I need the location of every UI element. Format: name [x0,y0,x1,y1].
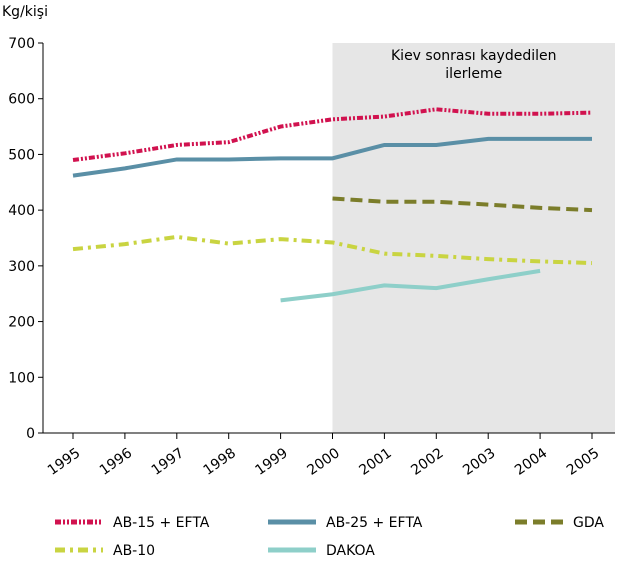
x-tick-label: 1997 [149,445,187,479]
series-line [280,268,541,303]
y-tick-label: 700 [8,36,35,52]
y-tick-label: 600 [8,92,35,108]
x-tick-label: 1995 [45,445,83,479]
y-tick-label: 500 [8,147,35,163]
x-tick-label: 2003 [460,445,498,479]
legend-label: AB-10 [113,543,155,559]
legend-label: AB-25 + EFTA [326,515,423,531]
y-tick-label: 200 [8,315,35,331]
x-tick-label: 1996 [97,445,135,479]
y-tick-label: 300 [8,259,35,275]
x-tick-label: 2002 [408,445,446,479]
legend-label: GDA [573,515,604,531]
series-line [72,136,592,178]
y-tick-label: 100 [8,370,35,386]
series-line [72,234,593,266]
x-tick-label: 2004 [512,445,550,479]
annotation: ilerleme [445,66,502,82]
legend-label: AB-15 + EFTA [113,515,210,531]
y-axis-label: Kg/kişi [2,4,48,20]
y-tick-label: 400 [8,203,35,219]
legend-label: DAKOA [326,543,375,559]
highlight-region [332,43,615,433]
series-line [332,196,593,213]
series-line [72,107,593,162]
x-tick-label: 2000 [304,445,342,479]
y-tick-label: 0 [26,426,35,442]
annotation: Kiev sonrası kaydedilen [391,48,557,64]
x-tick-label: 2001 [356,445,394,479]
x-tick-label: 1999 [253,445,291,479]
x-tick-label: 2005 [564,445,602,479]
x-tick-label: 1998 [201,445,239,479]
